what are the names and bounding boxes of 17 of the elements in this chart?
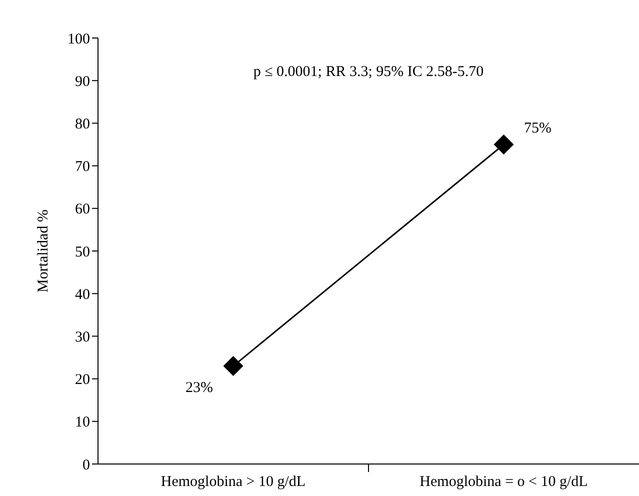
y-tick-label: 60 <box>75 202 90 218</box>
y-tick-label: 0 <box>82 457 90 474</box>
data-label: 75% <box>524 120 552 136</box>
y-axis-title: Mortalidad % <box>35 210 52 292</box>
x-tick-label: Hemoglobina > 10 g/dL <box>160 474 306 490</box>
data-label: 23% <box>186 380 213 396</box>
y-tick-label: 90 <box>75 74 90 90</box>
y-tick-label: 30 <box>75 330 90 346</box>
y-tick-label: 100 <box>68 31 90 48</box>
x-tick-label: Hemoglobina = o < 10 g/dL <box>420 474 588 490</box>
y-tick-label: 40 <box>75 286 90 303</box>
annotation: p ≤ 0.0001; RR 3.3; 95% IC 2.58-5.70 <box>252 64 485 81</box>
y-tick-label: 70 <box>75 159 90 176</box>
y-tick-label: 50 <box>75 244 90 260</box>
y-tick-label: 20 <box>75 372 90 388</box>
y-tick-label: 80 <box>75 116 90 133</box>
y-tick-label: 10 <box>75 414 90 431</box>
